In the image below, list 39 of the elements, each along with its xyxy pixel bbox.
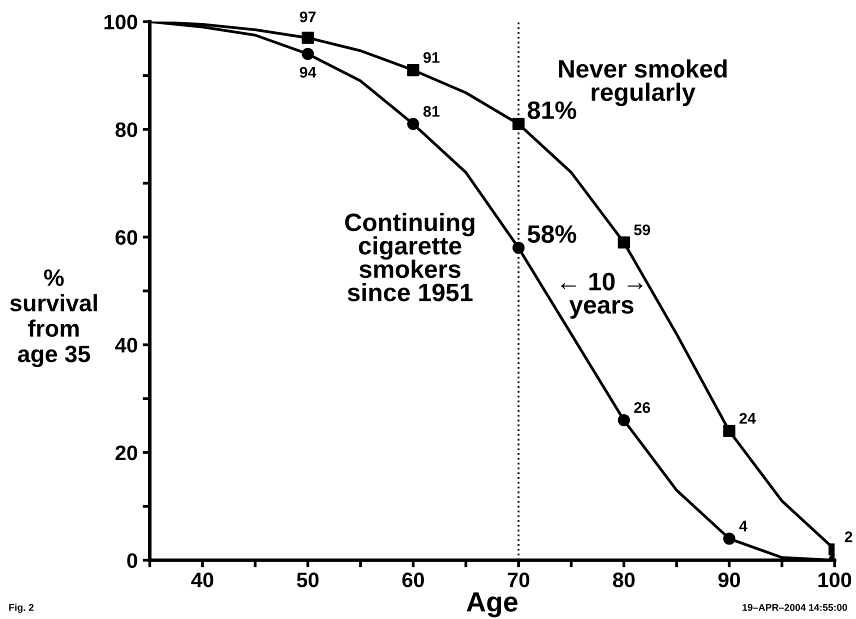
y-tick-label: 40 [115,338,138,353]
caption: Fig. 2 [9,604,34,613]
y-tick-label: 60 [116,230,138,245]
data-label: 81 [423,106,440,117]
x-tick-label: 80 [612,572,635,588]
point [723,532,736,545]
x-tick-label: 90 [718,572,740,588]
point [723,424,736,438]
x-tick-label: 40 [191,572,214,588]
annotation: 58% [528,225,576,243]
y-tick-label: 80 [115,122,138,138]
x-tick-label: 70 [508,572,530,588]
data-label: 91 [423,52,440,63]
data-label: 97 [300,11,316,22]
y-axis-title: % survival from age 35 [10,269,97,368]
point [618,236,630,249]
x-tick-label: 60 [402,572,424,588]
x-tick-label: 100 [818,572,852,588]
point [512,118,525,130]
x-axis-title: Age [466,592,518,618]
data-label: 59 [634,224,650,236]
data-label: 26 [634,402,650,413]
point [302,32,314,44]
annotation: Continuing cigarette smokers since 1951 [345,212,474,302]
point [302,48,314,60]
y-tick-label: 100 [104,14,138,30]
x-tick-label: 50 [296,572,319,588]
y-tick-label: 20 [116,445,138,460]
data-label: 24 [740,412,756,424]
point [407,118,420,130]
y-tick-label: 0 [127,553,138,568]
annotation: ← 10 → years [561,272,643,319]
data-label: 2 [844,531,852,542]
data-label: 94 [300,66,316,78]
point [407,64,420,76]
point [512,242,525,254]
point [618,414,630,426]
data-label: 4 [739,520,748,532]
text: 19–APR–2004 14:55:00 [742,604,848,611]
